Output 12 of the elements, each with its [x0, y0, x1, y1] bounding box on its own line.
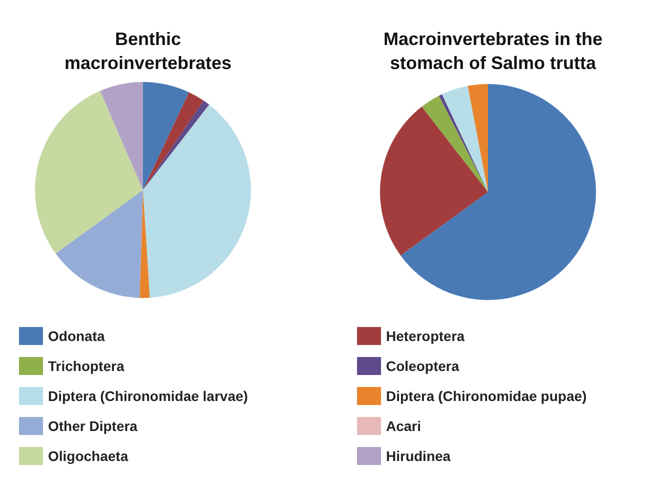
legend-label: Hirudinea	[386, 448, 451, 464]
slice-label: Macroinvertebrates in the stomach of Salmo trutta	[383, 29, 603, 73]
legend-label: Trichoptera	[48, 358, 124, 374]
legend-label: Other Diptera	[48, 418, 138, 434]
legend-label: Diptera (Chironomidae pupae)	[386, 388, 587, 404]
legend-label: Odonata	[48, 328, 105, 344]
legend-label: Oligochaeta	[48, 448, 128, 464]
legend-label: Heteroptera	[386, 328, 465, 344]
legend-label: Diptera (Chironomidae larvae)	[48, 388, 248, 404]
legend-label: Acari	[386, 418, 422, 434]
legend-label: Coleoptera	[386, 358, 460, 374]
slice-label: Benthic macroinvertebrates	[64, 29, 232, 73]
